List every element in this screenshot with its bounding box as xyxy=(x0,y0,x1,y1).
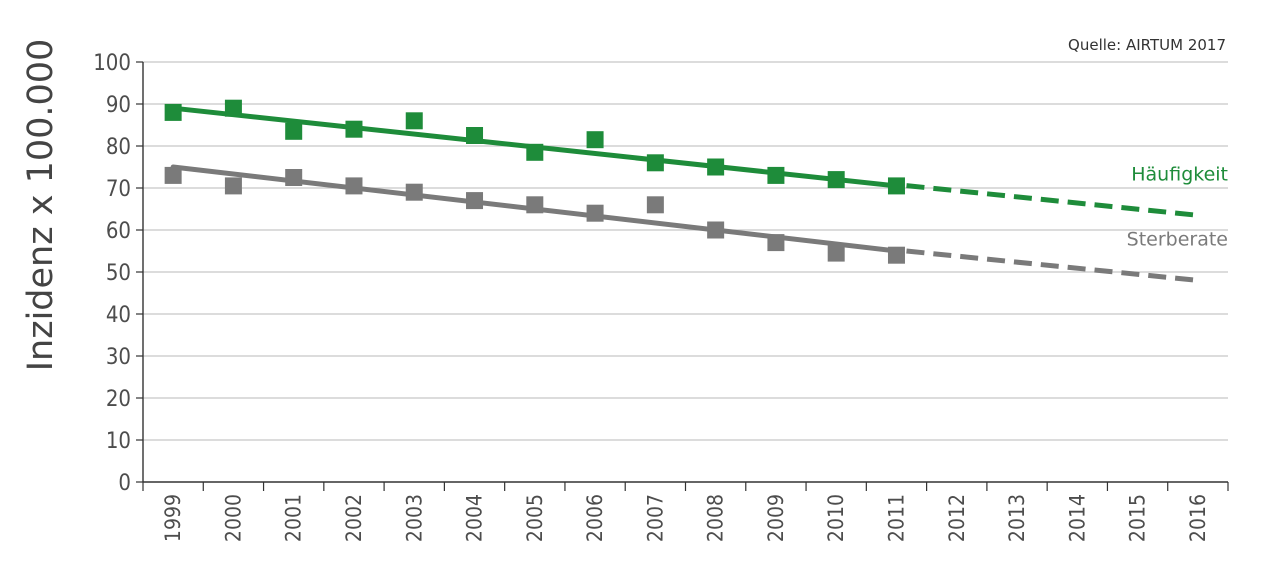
data-point-1-2010 xyxy=(827,244,845,262)
series-1 xyxy=(164,164,1199,283)
data-point-0-2003 xyxy=(405,112,423,130)
x-tick-label-2003: 2003 xyxy=(402,494,426,542)
y-tick-label-90: 90 xyxy=(106,93,131,118)
x-tick-label-2014: 2014 xyxy=(1065,494,1089,542)
data-point-1-2002 xyxy=(345,177,363,195)
data-point-1-2006 xyxy=(586,204,604,222)
data-point-1-2011 xyxy=(887,246,905,264)
data-point-1-2005 xyxy=(526,196,544,214)
x-tick-label-2010: 2010 xyxy=(824,494,848,542)
y-tick-label-80: 80 xyxy=(106,135,131,160)
data-point-0-2009 xyxy=(767,166,785,184)
data-point-0-2011 xyxy=(887,177,905,195)
y-tick-label-10: 10 xyxy=(106,429,131,454)
x-tick-label-2001: 2001 xyxy=(282,494,306,542)
x-tick-label-1999: 1999 xyxy=(161,494,185,542)
series-label-1: Sterberate xyxy=(1127,228,1228,250)
x-tick-label-2016: 2016 xyxy=(1186,494,1210,542)
data-point-0-1999 xyxy=(164,103,182,121)
source-note: Quelle: AIRTUM 2017 xyxy=(1068,36,1226,54)
x-tick-label-2002: 2002 xyxy=(342,494,366,542)
y-tick-label-30: 30 xyxy=(106,345,131,370)
series-label-0: Häufigkeit xyxy=(1131,163,1228,185)
data-point-1-1999 xyxy=(164,166,182,184)
data-point-0-2007 xyxy=(646,154,664,172)
data-point-1-2000 xyxy=(224,177,242,195)
series xyxy=(164,99,1199,283)
y-tick-label-100: 100 xyxy=(93,51,131,76)
y-tick-label-40: 40 xyxy=(106,303,131,328)
y-tick-label-50: 50 xyxy=(106,261,131,286)
labels: Inzidenz x 100.000 Quelle: AIRTUM 2017 H… xyxy=(21,36,1228,371)
data-point-0-2004 xyxy=(466,127,484,144)
x-tick-label-2000: 2000 xyxy=(221,494,245,542)
data-point-0-2002 xyxy=(345,120,363,138)
y-tick-label-60: 60 xyxy=(106,219,131,244)
data-point-1-2003 xyxy=(405,183,423,201)
y-tick-label-0: 0 xyxy=(118,471,131,496)
axes: 0 10 20 30 40 50 60 70 80 90 100 1999 2000 2001 2002 20… xyxy=(93,51,1229,542)
x-tick-label-2009: 2009 xyxy=(764,494,788,542)
series-0 xyxy=(164,99,1199,218)
data-point-0-2005 xyxy=(526,143,544,161)
projection-line-0 xyxy=(906,183,1199,218)
data-point-1-2008 xyxy=(707,221,725,239)
x-tick-label-2012: 2012 xyxy=(945,494,969,542)
y-axis-label: Inzidenz x 100.000 xyxy=(21,39,61,372)
data-point-0-2010 xyxy=(827,171,845,189)
x-tick-label-2004: 2004 xyxy=(463,494,487,542)
grid xyxy=(143,61,1228,441)
y-tick-label-70: 70 xyxy=(106,177,131,202)
data-point-1-2001 xyxy=(285,169,303,186)
x-tick-label-2005: 2005 xyxy=(523,494,547,542)
x-tick-label-2007: 2007 xyxy=(643,494,667,542)
data-point-1-2004 xyxy=(466,192,484,210)
x-tick-label-2013: 2013 xyxy=(1005,494,1029,542)
data-point-0-2008 xyxy=(707,158,725,176)
data-point-1-2009 xyxy=(767,234,785,252)
data-point-1-2007 xyxy=(646,196,664,214)
projection-line-1 xyxy=(906,248,1199,283)
y-tick-label-20: 20 xyxy=(106,387,131,412)
data-point-0-2001 xyxy=(285,122,303,140)
data-point-0-2006 xyxy=(586,131,604,149)
data-point-0-2000 xyxy=(224,99,242,117)
x-tick-label-2008: 2008 xyxy=(704,494,728,542)
x-tick-label-2015: 2015 xyxy=(1126,494,1150,542)
x-tick-label-2006: 2006 xyxy=(583,494,607,542)
x-tick-label-2011: 2011 xyxy=(884,494,908,542)
